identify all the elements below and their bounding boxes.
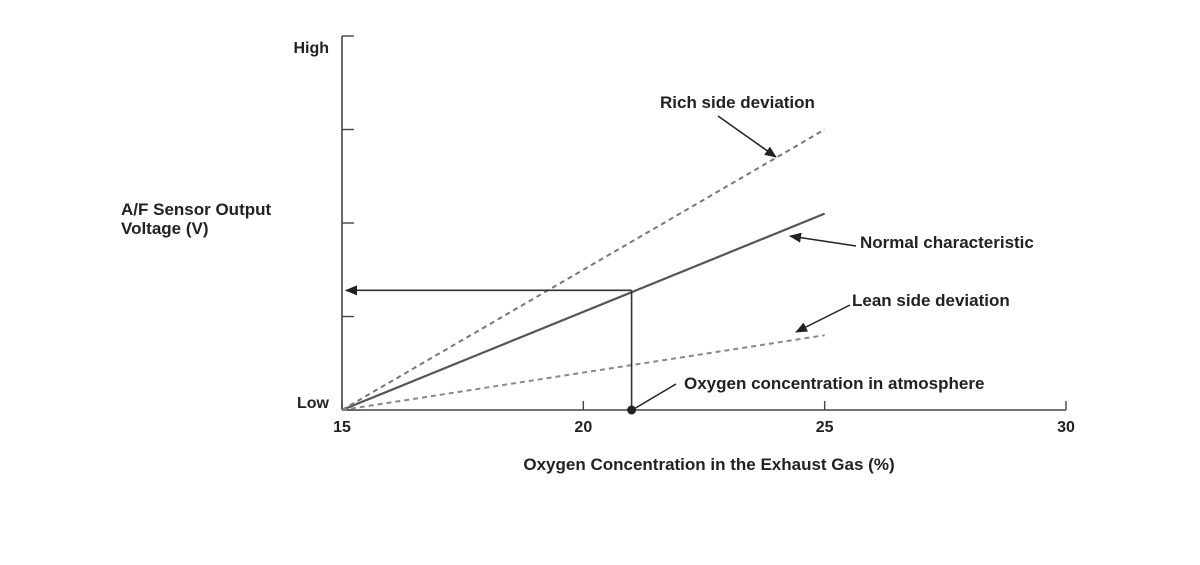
reference-group: [345, 115, 857, 415]
y-tick-label-low: Low: [297, 395, 330, 412]
y-axis-label-line-2: Voltage (V): [121, 219, 209, 238]
rich-label-arrow: [717, 115, 777, 158]
reference-point: [627, 405, 637, 415]
y-tick-label-high: High: [293, 40, 329, 57]
normal-characteristic-label: Normal characteristic: [860, 233, 1034, 252]
series-group: [341, 128, 826, 412]
y-axis-label-line-1: A/F Sensor Output: [121, 200, 272, 219]
x-tick-label: 25: [816, 419, 834, 436]
normal-label-arrow: [789, 232, 857, 247]
x-tick-label: 20: [574, 419, 592, 436]
normal-characteristic-line: [341, 212, 826, 412]
rich-side-deviation-line: [341, 128, 826, 411]
x-tick-label: 15: [333, 419, 351, 436]
x-axis-label: Oxygen Concentration in the Exhaust Gas …: [523, 455, 894, 474]
labels: High Low A/F Sensor Output Voltage (V) O…: [121, 40, 1075, 474]
axes: [341, 35, 1067, 411]
lean-side-deviation-label: Lean side deviation: [852, 291, 1010, 310]
x-tick-label: 30: [1057, 419, 1075, 436]
lean-side-deviation-line: [341, 334, 825, 411]
oxygen-label-leader: [635, 383, 677, 409]
rich-side-deviation-label: Rich side deviation: [660, 93, 815, 112]
lean-label-arrow: [795, 304, 851, 333]
oxygen-atmosphere-label: Oxygen concentration in atmosphere: [684, 374, 984, 393]
